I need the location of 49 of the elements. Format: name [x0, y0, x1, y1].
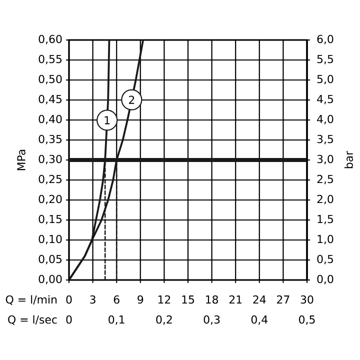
y-tick-label: 0,35 [38, 134, 62, 144]
x2-tick-label: 0 [66, 315, 72, 324]
y2-tick-label: 1,0 [318, 234, 334, 244]
y2-tick-label: 5,0 [317, 74, 334, 84]
x2-tick-label: 0,3 [204, 315, 220, 325]
x-tick-label: 18 [206, 295, 218, 304]
y2-tick-label: 2,0 [317, 194, 334, 204]
x-tick-label: 15 [182, 296, 194, 304]
x2-tick-label: 0,1 [108, 315, 124, 325]
y2-tick-label: 5,5 [317, 55, 333, 64]
y-tick-label: 0,20 [38, 194, 62, 204]
y2-tick-label: 3,5 [317, 134, 333, 144]
series-label: 2 [128, 96, 134, 104]
y-tick-label: 0,50 [38, 74, 62, 84]
x-tick-label: 24 [253, 295, 266, 304]
y-tick-label: 0,10 [38, 234, 62, 244]
y-tick-label: 0,15 [38, 214, 62, 224]
y2-axis-title: bar [344, 150, 353, 168]
series-label: 1 [104, 116, 110, 124]
y2-tick-label: 3,0 [317, 154, 334, 164]
x2-tick-label: 0,2 [156, 315, 172, 325]
y2-tick-label: 2,5 [317, 174, 333, 184]
x-tick-label: 12 [158, 295, 170, 304]
y-tick-label: 0,60 [38, 34, 62, 44]
y-tick-label: 0,00 [38, 274, 62, 284]
x-axis-title: Q = l/min [6, 295, 57, 305]
x-tick-label: 9 [138, 295, 144, 304]
y-tick-label: 0,25 [38, 174, 62, 184]
x2-axis-title: Q = l/sec [8, 315, 57, 325]
y-tick-label: 0,55 [38, 54, 62, 64]
x2-tick-label: 0,4 [251, 315, 268, 325]
x-tick-label: 0 [66, 295, 72, 304]
x-tick-label: 30 [300, 295, 314, 304]
y2-tick-label: 0,0 [317, 274, 334, 284]
y-tick-label: 0,05 [38, 254, 62, 264]
x-tick-label: 21 [229, 295, 242, 304]
y2-tick-label: 0,5 [317, 254, 333, 264]
y2-tick-label: 6,0 [317, 34, 334, 44]
x-tick-label: 27 [277, 295, 290, 304]
y-tick-label: 0,40 [38, 114, 62, 124]
y2-tick-label: 4,0 [317, 114, 334, 124]
y2-tick-label: 1,5 [318, 215, 333, 224]
y-tick-label: 0,30 [38, 154, 62, 164]
y-tick-label: 0,45 [38, 94, 62, 104]
y2-tick-label: 4,5 [317, 95, 333, 104]
x2-tick-label: 0,5 [299, 315, 315, 325]
y-axis-title: MPa [17, 150, 26, 170]
x-tick-label: 6 [114, 295, 120, 304]
x-tick-label: 3 [90, 295, 96, 304]
